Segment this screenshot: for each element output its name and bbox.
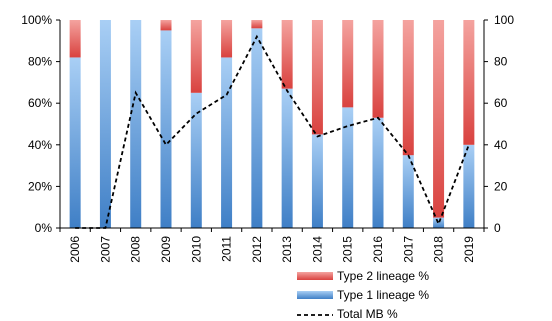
legend: Type 2 lineage % Type 1 lineage % Total MB…	[297, 269, 429, 321]
bar-type1-2018	[433, 217, 445, 228]
bar-type2-2017	[402, 20, 414, 156]
bar-type1-2019	[463, 144, 475, 228]
legend-label: Type 1 lineage %	[337, 288, 429, 302]
x-tick-label: 2012	[250, 236, 264, 263]
x-tick-label: 2016	[371, 236, 385, 263]
bar-type2-2012	[251, 20, 263, 29]
bar-type2-2018	[433, 20, 445, 218]
bar-type2-2015	[342, 20, 354, 108]
legend-item: Type 1 lineage %	[297, 288, 429, 302]
bar-type2-2019	[463, 20, 475, 145]
y-left-tick-label: 100%	[21, 13, 52, 27]
bar-type2-2010	[190, 20, 202, 93]
y-right-tick-label: 60	[494, 96, 508, 110]
x-tick-label: 2010	[189, 236, 203, 263]
y-right-tick-label: 80	[494, 55, 508, 69]
legend-item: Total MB %	[297, 307, 398, 321]
bar-type2-2006	[69, 20, 81, 58]
x-tick-label: 2007	[98, 236, 112, 263]
bar-type2-2013	[281, 20, 293, 89]
y-right-tick-label: 40	[494, 138, 508, 152]
bar-type1-2011	[221, 57, 233, 228]
bar-type2-2011	[221, 20, 233, 58]
x-tick-label: 2009	[159, 236, 173, 263]
bar-type2-2009	[160, 20, 172, 31]
x-tick-label: 2015	[341, 236, 355, 263]
y-left-tick-label: 20%	[28, 179, 52, 193]
y-right-tick-label: 0	[494, 221, 501, 235]
x-tick-label: 2014	[310, 236, 324, 263]
bar-type1-2016	[372, 117, 384, 228]
bar-type1-2008	[130, 20, 142, 228]
bar-type1-2012	[251, 28, 263, 228]
bar-type2-2014	[311, 20, 323, 135]
bar-type1-2010	[190, 92, 202, 228]
x-tick-label: 2006	[68, 236, 82, 263]
bar-type1-2006	[69, 57, 81, 228]
bar-type1-2007	[99, 20, 111, 228]
x-tick-label: 2013	[280, 236, 294, 263]
legend-item: Type 2 lineage %	[297, 269, 429, 283]
y-left-tick-label: 40%	[28, 138, 52, 152]
x-tick-label: 2018	[432, 236, 446, 263]
legend-swatch	[297, 272, 333, 280]
bar-type1-2014	[311, 134, 323, 228]
plot-area	[69, 20, 475, 229]
line-total-mb	[75, 34, 470, 229]
bar-type2-2016	[372, 20, 384, 118]
legend-swatch	[297, 291, 333, 299]
bar-type1-2009	[160, 30, 172, 229]
x-tick-label: 2017	[401, 236, 415, 263]
y-left-tick-label: 60%	[28, 96, 52, 110]
axes: 0% 20% 40% 60% 80% 100% 0 20 40 60 80 100 2006 2007 20…	[21, 13, 514, 263]
y-left-tick-label: 0%	[35, 221, 53, 235]
y-left-tick-label: 80%	[28, 55, 52, 69]
bar-type1-2015	[342, 107, 354, 228]
x-tick-label: 2008	[129, 236, 143, 263]
bar-type1-2013	[281, 88, 293, 228]
y-right-tick-label: 20	[494, 179, 508, 193]
legend-label: Total MB %	[337, 307, 398, 321]
bar-type1-2017	[402, 155, 414, 228]
legend-label: Type 2 lineage %	[337, 269, 429, 283]
y-right-tick-label: 100	[494, 13, 514, 27]
x-tick-label: 2011	[220, 236, 234, 262]
x-tick-label: 2019	[462, 236, 476, 263]
